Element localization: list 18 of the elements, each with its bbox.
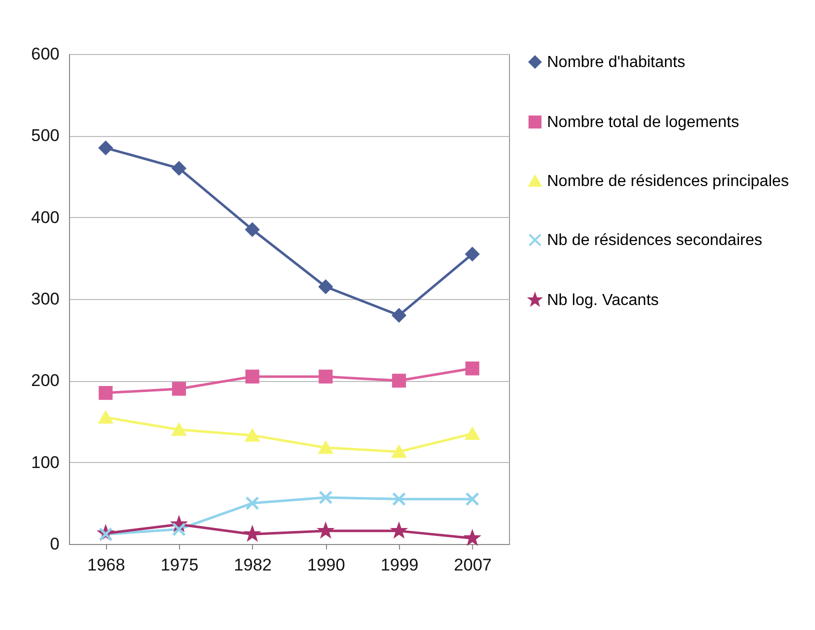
legend-label: Nb de résidences secondaires <box>547 232 762 249</box>
legend-label: Nombre total de logements <box>547 114 740 131</box>
y-tick-label: 200 <box>31 371 60 390</box>
y-tick-label: 400 <box>31 208 60 227</box>
legend-label: Nombre de résidences principales <box>547 173 789 190</box>
x-tick-label: 1982 <box>234 556 272 574</box>
x-tick-label: 1990 <box>307 556 346 574</box>
x-tick-label: 1975 <box>160 556 198 574</box>
legend-label: Nombre d'habitants <box>547 54 686 71</box>
y-tick-label: 600 <box>31 44 60 64</box>
y-tick-label: 300 <box>31 290 60 308</box>
y-tick-label: 0 <box>50 534 60 554</box>
x-tick-label: 1968 <box>87 556 126 574</box>
x-tick-label: 2007 <box>454 556 492 574</box>
x-tick-label: 1999 <box>380 556 418 574</box>
y-tick-label: 500 <box>31 126 60 146</box>
legend-label: Nb log. Vacants <box>547 292 659 309</box>
y-tick-label: 100 <box>31 452 60 472</box>
